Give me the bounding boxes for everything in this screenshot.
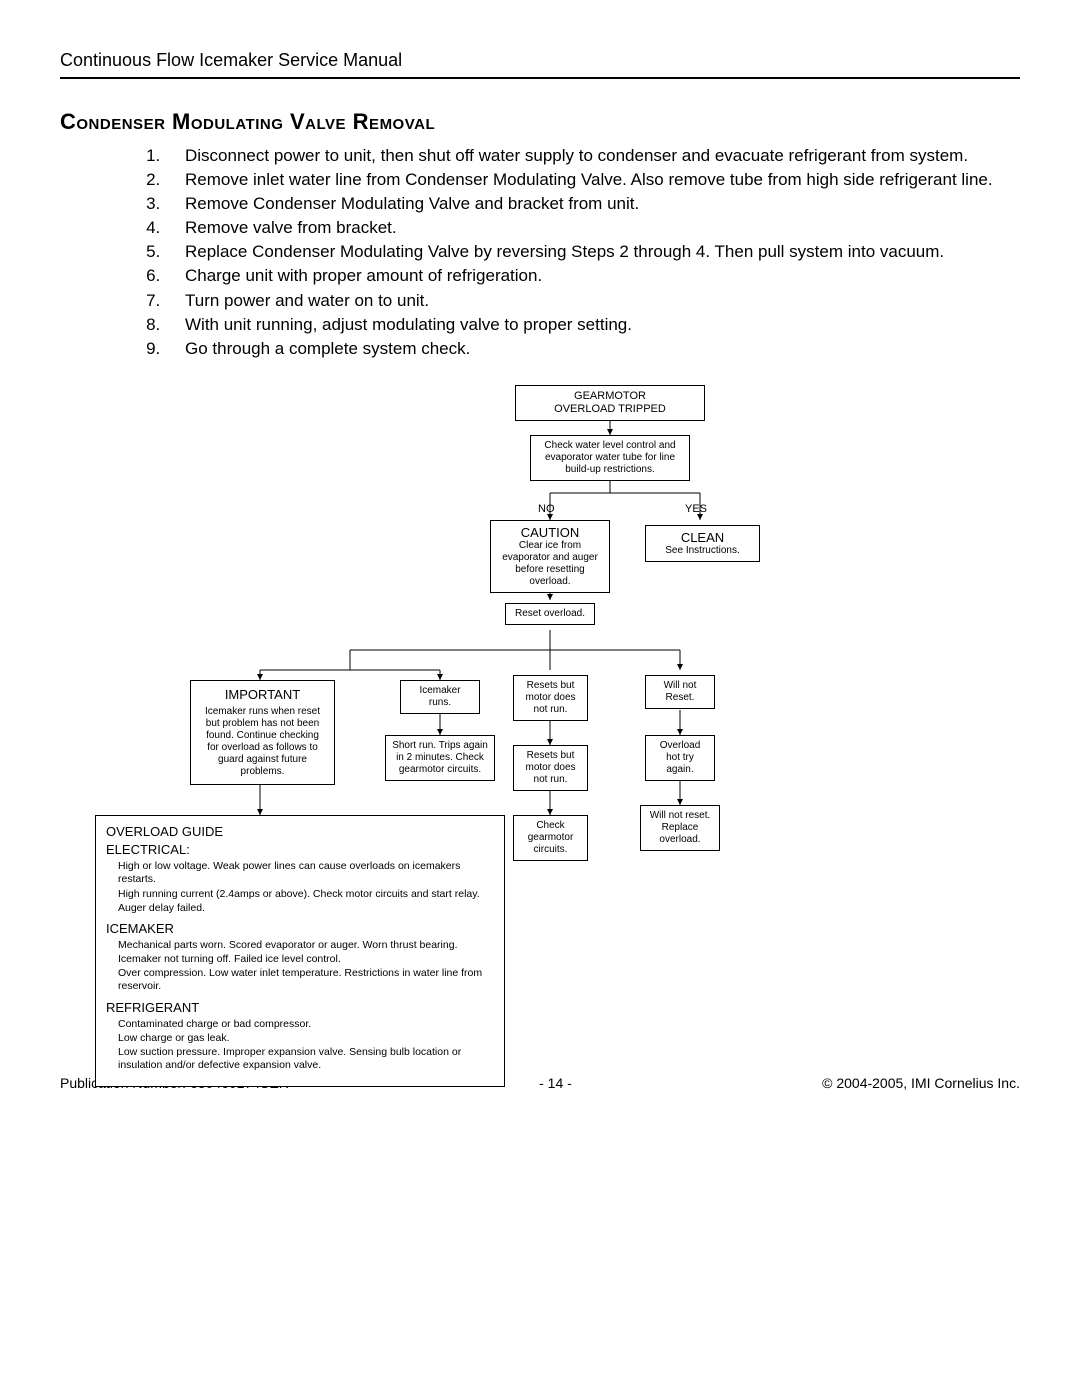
step: Remove inlet water line from Condenser M… xyxy=(165,169,1020,191)
flow-chart: GEARMOTOROVERLOAD TRIPPED Check water le… xyxy=(60,385,1020,1045)
node-runs: Icemaker runs. xyxy=(400,680,480,714)
guide-electrical-heading: ELECTRICAL: xyxy=(106,842,494,858)
header-rule xyxy=(60,77,1020,79)
node-overload-guide: OVERLOAD GUIDE ELECTRICAL: High or low v… xyxy=(95,815,505,1088)
title: IMPORTANT xyxy=(199,687,326,703)
step: Go through a complete system check. xyxy=(165,338,1020,360)
section-title: Condenser Modulating Valve Removal xyxy=(60,109,1020,135)
node-check-water: Check water level control and evaporator… xyxy=(530,435,690,481)
text: GEARMOTOROVERLOAD TRIPPED xyxy=(522,390,698,416)
guide-item: Contaminated charge or bad compressor. xyxy=(118,1018,494,1031)
label-yes: YES xyxy=(685,503,707,515)
node-reset: Reset overload. xyxy=(505,603,595,625)
guide-item: High or low voltage. Weak power lines ca… xyxy=(118,860,494,886)
label-no: NO xyxy=(538,503,555,515)
guide-icemaker-list: Mechanical parts worn. Scored evaporator… xyxy=(118,939,494,994)
text: See Instructions. xyxy=(652,545,753,557)
node-important: IMPORTANT Icemaker runs when reset but p… xyxy=(190,680,335,786)
step: Charge unit with proper amount of refrig… xyxy=(165,265,1020,287)
procedure-steps: Disconnect power to unit, then shut off … xyxy=(60,145,1020,360)
title: CLEAN xyxy=(652,530,753,546)
text: Icemaker runs when reset but problem has… xyxy=(199,706,326,778)
node-caution: CAUTION Clear ice from evaporator and au… xyxy=(490,520,610,594)
guide-item: Low charge or gas leak. xyxy=(118,1032,494,1045)
step: Replace Condenser Modulating Valve by re… xyxy=(165,241,1020,263)
footer-center: - 14 - xyxy=(539,1075,572,1091)
guide-refrigerant-list: Contaminated charge or bad compressor. L… xyxy=(118,1018,494,1073)
guide-item: Auger delay failed. xyxy=(118,902,494,915)
node-check-gearmotor: Check gearmotor circuits. xyxy=(513,815,588,861)
node-overload-hot: Overload hot try again. xyxy=(645,735,715,781)
text: Clear ice from evaporator and auger befo… xyxy=(497,540,603,588)
guide-item: Low suction pressure. Improper expansion… xyxy=(118,1046,494,1072)
guide-icemaker-heading: ICEMAKER xyxy=(106,921,494,937)
step: Remove valve from bracket. xyxy=(165,217,1020,239)
step: Turn power and water on to unit. xyxy=(165,290,1020,312)
page-header: Continuous Flow Icemaker Service Manual xyxy=(60,50,1020,71)
step: Disconnect power to unit, then shut off … xyxy=(165,145,1020,167)
node-clean: CLEAN See Instructions. xyxy=(645,525,760,563)
node-short-run: Short run. Trips again in 2 minutes. Che… xyxy=(385,735,495,781)
node-replace-overload: Will not reset.Replace overload. xyxy=(640,805,720,851)
title: CAUTION xyxy=(497,525,603,541)
guide-item: Mechanical parts worn. Scored evaporator… xyxy=(118,939,494,952)
guide-title: OVERLOAD GUIDE xyxy=(106,824,494,840)
guide-item: Over compression. Low water inlet temper… xyxy=(118,967,494,993)
guide-electrical-list: High or low voltage. Weak power lines ca… xyxy=(118,860,494,915)
step: With unit running, adjust modulating val… xyxy=(165,314,1020,336)
node-resets-1: Resets but motor does not run. xyxy=(513,675,588,721)
step: Remove Condenser Modulating Valve and br… xyxy=(165,193,1020,215)
guide-item: High running current (2.4amps or above).… xyxy=(118,888,494,901)
node-gearmotor: GEARMOTOROVERLOAD TRIPPED xyxy=(515,385,705,421)
node-willnot-reset: Will not Reset. xyxy=(645,675,715,709)
footer-right: © 2004-2005, IMI Cornelius Inc. xyxy=(822,1075,1020,1091)
node-resets-2: Resets but motor does not run. xyxy=(513,745,588,791)
guide-item: Icemaker not turning off. Failed ice lev… xyxy=(118,953,494,966)
guide-refrigerant-heading: REFRIGERANT xyxy=(106,1000,494,1016)
